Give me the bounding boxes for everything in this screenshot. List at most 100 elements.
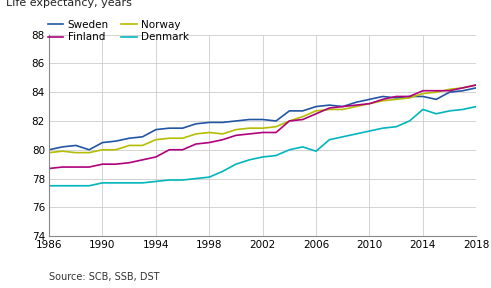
Norway (86, 151, 92, 154)
Legend: Sweden, Finland, Norway, Denmark: Sweden, Finland, Norway, Denmark (46, 18, 191, 44)
Sweden (340, 105, 346, 108)
Finland (286, 119, 292, 123)
Finland (126, 161, 132, 164)
Sweden (219, 121, 225, 124)
Sweden (327, 103, 332, 107)
Norway (180, 137, 186, 140)
Norway (273, 125, 279, 128)
Finland (113, 162, 119, 166)
Line: Norway: Norway (49, 85, 476, 153)
Denmark (367, 129, 373, 133)
Denmark (273, 154, 279, 157)
Finland (460, 86, 466, 90)
Norway (126, 144, 132, 147)
Norway (219, 132, 225, 136)
Norway (286, 119, 292, 123)
Sweden (113, 139, 119, 143)
Finland (219, 138, 225, 141)
Finland (73, 165, 79, 169)
Denmark (219, 170, 225, 173)
Finland (246, 132, 252, 136)
Text: Life expectancy, years: Life expectancy, years (6, 0, 132, 8)
Denmark (86, 184, 92, 187)
Sweden (473, 86, 479, 90)
Denmark (126, 181, 132, 185)
Sweden (206, 121, 212, 124)
Finland (313, 112, 319, 115)
Norway (420, 92, 426, 95)
Finland (206, 141, 212, 144)
Norway (59, 149, 65, 153)
Finland (46, 167, 52, 170)
Text: Source: SCB, SSB, DST: Source: SCB, SSB, DST (49, 272, 160, 282)
Finland (273, 131, 279, 134)
Finland (327, 106, 332, 110)
Finland (260, 131, 266, 134)
Norway (113, 148, 119, 151)
Denmark (286, 148, 292, 151)
Finland (59, 165, 65, 169)
Sweden (393, 96, 399, 100)
Denmark (380, 126, 386, 130)
Finland (447, 89, 453, 92)
Norway (433, 90, 439, 94)
Norway (313, 109, 319, 113)
Denmark (340, 135, 346, 139)
Denmark (193, 177, 199, 180)
Sweden (367, 98, 373, 101)
Norway (73, 151, 79, 154)
Sweden (313, 105, 319, 108)
Sweden (273, 119, 279, 123)
Norway (246, 126, 252, 130)
Norway (300, 115, 306, 118)
Sweden (73, 144, 79, 147)
Finland (139, 158, 145, 162)
Norway (260, 126, 266, 130)
Sweden (300, 109, 306, 113)
Norway (46, 151, 52, 154)
Denmark (100, 181, 106, 185)
Denmark (260, 155, 266, 159)
Denmark (153, 180, 159, 183)
Sweden (260, 118, 266, 121)
Denmark (313, 149, 319, 153)
Finland (393, 95, 399, 98)
Sweden (233, 119, 239, 123)
Denmark (59, 184, 65, 187)
Sweden (447, 90, 453, 94)
Norway (473, 83, 479, 87)
Finland (180, 148, 186, 151)
Finland (353, 103, 359, 107)
Line: Denmark: Denmark (49, 107, 476, 186)
Denmark (447, 109, 453, 113)
Sweden (353, 101, 359, 104)
Sweden (433, 98, 439, 101)
Denmark (46, 184, 52, 187)
Norway (367, 102, 373, 105)
Norway (380, 99, 386, 103)
Norway (353, 105, 359, 108)
Sweden (460, 89, 466, 92)
Finland (367, 102, 373, 105)
Sweden (286, 109, 292, 113)
Sweden (46, 148, 52, 151)
Sweden (139, 135, 145, 139)
Finland (193, 142, 199, 146)
Finland (153, 155, 159, 159)
Denmark (300, 145, 306, 149)
Denmark (113, 181, 119, 185)
Finland (380, 98, 386, 101)
Denmark (206, 175, 212, 179)
Finland (407, 95, 412, 98)
Sweden (153, 128, 159, 131)
Finland (300, 118, 306, 121)
Sweden (380, 95, 386, 98)
Norway (407, 96, 412, 100)
Denmark (473, 105, 479, 108)
Finland (233, 134, 239, 137)
Finland (86, 165, 92, 169)
Norway (193, 132, 199, 136)
Sweden (59, 145, 65, 149)
Norway (166, 137, 172, 140)
Sweden (420, 95, 426, 98)
